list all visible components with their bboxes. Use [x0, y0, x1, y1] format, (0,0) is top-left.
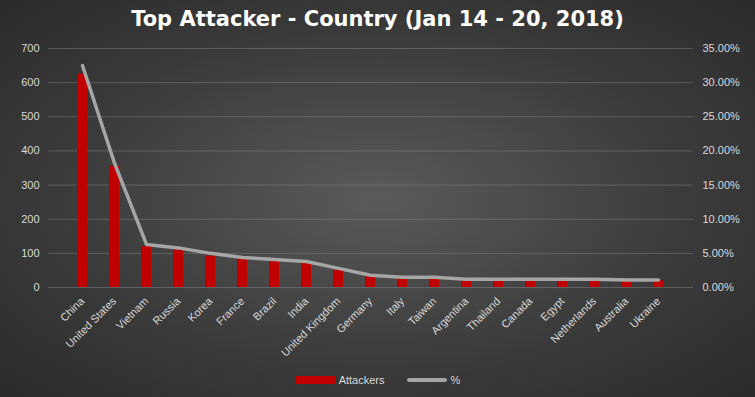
svg-text:Brazil: Brazil — [250, 295, 278, 323]
svg-text:France: France — [214, 295, 247, 328]
svg-text:600: 600 — [21, 76, 39, 88]
svg-text:Russia: Russia — [150, 294, 183, 327]
svg-text:0: 0 — [33, 281, 39, 293]
svg-text:Australia: Australia — [592, 294, 631, 333]
svg-text:Taiwan: Taiwan — [405, 294, 439, 328]
svg-text:Italy: Italy — [384, 294, 407, 317]
svg-text:30.00%: 30.00% — [703, 76, 741, 88]
svg-text:5.00%: 5.00% — [703, 247, 734, 259]
svg-text:400: 400 — [21, 144, 39, 156]
svg-text:700: 700 — [21, 42, 39, 54]
svg-text:Ukraine: Ukraine — [627, 295, 662, 330]
svg-text:0.00%: 0.00% — [703, 281, 734, 293]
svg-text:Argentina: Argentina — [429, 294, 471, 336]
svg-text:35.00%: 35.00% — [703, 42, 741, 54]
svg-text:Netherlands: Netherlands — [548, 294, 599, 345]
svg-text:Germany: Germany — [334, 294, 375, 335]
svg-text:Korea: Korea — [185, 294, 215, 324]
svg-text:India: India — [285, 294, 311, 320]
svg-text:100: 100 — [21, 247, 39, 259]
html-text:Attackers: Attackers — [338, 374, 385, 386]
svg-text:Thailand: Thailand — [464, 295, 502, 333]
svg-text:United Kingdom: United Kingdom — [278, 294, 343, 359]
svg-text:United States: United States — [63, 294, 119, 350]
svg-text:500: 500 — [21, 110, 39, 122]
svg-text:300: 300 — [21, 179, 39, 191]
svg-text:Vietnam: Vietnam — [114, 295, 151, 332]
svg-text:10.00%: 10.00% — [703, 213, 741, 225]
svg-text:200: 200 — [21, 213, 39, 225]
svg-text:China: China — [58, 294, 87, 323]
svg-text:Canada: Canada — [499, 294, 535, 330]
svg-text:20.00%: 20.00% — [703, 144, 741, 156]
html-text:Top Attacker - Country (Jan 14: Top Attacker - Country (Jan 14 - 20, 201… — [131, 7, 624, 31]
svg-text:25.00%: 25.00% — [703, 110, 741, 122]
svg-text:Egypt: Egypt — [538, 295, 566, 323]
svg-text:15.00%: 15.00% — [703, 179, 741, 191]
